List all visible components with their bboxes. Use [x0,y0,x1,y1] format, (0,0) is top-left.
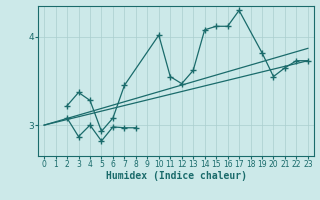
X-axis label: Humidex (Indice chaleur): Humidex (Indice chaleur) [106,171,246,181]
